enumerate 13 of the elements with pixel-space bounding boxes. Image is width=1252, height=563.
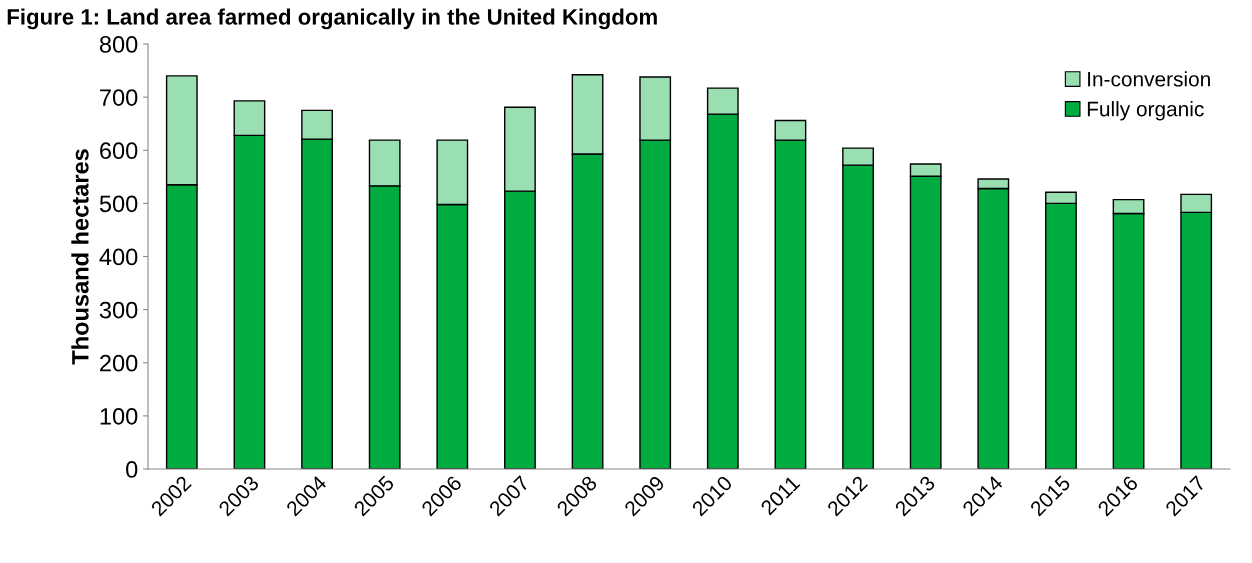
y-tick-label: 300	[99, 301, 138, 319]
y-tick-label: 800	[99, 36, 138, 53]
y-tick-label: 700	[100, 89, 138, 106]
legend-label: In-conversion	[1088, 71, 1210, 87]
y-tick-label: 100	[100, 407, 138, 425]
y-tick-label: 0	[126, 461, 138, 478]
chart-title: Figure 1: Land area farmed organically in the United Kingdom	[7, 8, 657, 30]
y-tick-label: 200	[100, 354, 138, 372]
legend-label: Fully organic	[1087, 101, 1204, 121]
y-axis-title: Thousand hectares	[71, 149, 89, 365]
y-tick-label: 400	[99, 248, 138, 266]
y-tick-label: 600	[100, 142, 138, 160]
y-tick-label: 500	[99, 195, 138, 213]
